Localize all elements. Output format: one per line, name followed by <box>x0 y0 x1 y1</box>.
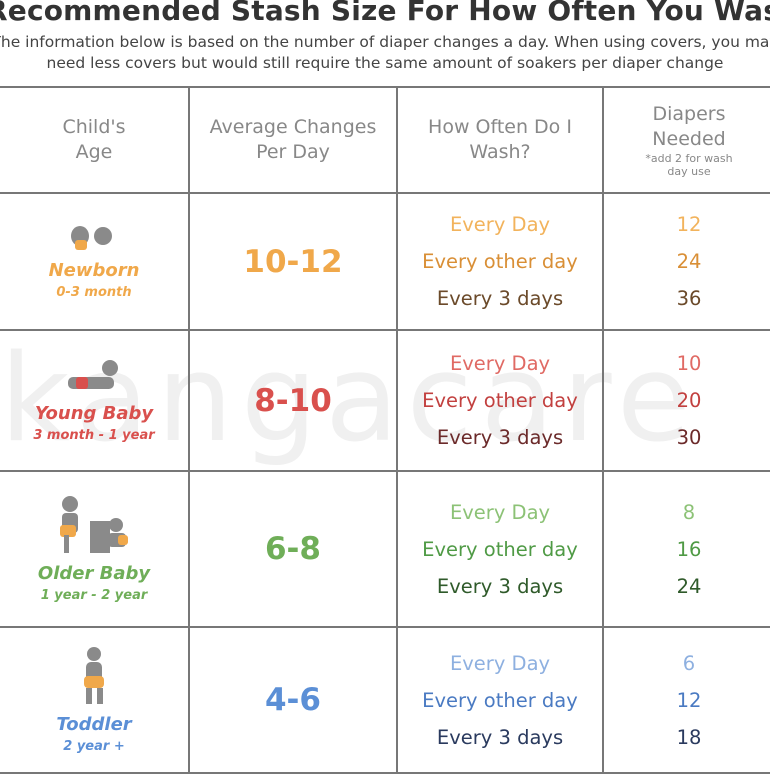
wash-option: Every other day <box>422 537 578 561</box>
changes-cell: 10-12 <box>188 192 398 331</box>
wash-option: Every other day <box>422 688 578 712</box>
needed-cell: 8 16 24 <box>602 470 770 628</box>
header-how-often-wash: How Often Do I Wash? <box>396 86 604 194</box>
header-note: *add 2 for wash day use <box>645 152 733 178</box>
header-diapers-needed: Diapers Needed *add 2 for wash day use <box>602 86 770 194</box>
needed-value: 12 <box>676 688 702 712</box>
subtitle-line-2: need less covers but would still require… <box>46 54 724 72</box>
needed-value: 12 <box>676 213 702 236</box>
subtitle-line-1: The information below is based on the nu… <box>0 33 770 51</box>
needed-value: 10 <box>676 352 702 375</box>
newborn-baby-icon <box>71 225 112 250</box>
changes-cell: 6-8 <box>188 470 398 628</box>
page-title: Recommended Stash Size For How Often You… <box>0 0 770 27</box>
age-cell: Older Baby 1 year - 2 year <box>0 470 190 628</box>
wash-option: Every Day <box>449 651 551 675</box>
needed-value: 24 <box>676 250 702 273</box>
wash-cell: Every Day Every other day Every 3 days <box>396 329 604 472</box>
wash-cell: Every Day Every other day Every 3 days <box>396 470 604 628</box>
wash-cell: Every Day Every other day Every 3 days <box>396 192 604 331</box>
changes-cell: 8-10 <box>188 329 398 472</box>
changes-value: 6-8 <box>264 531 321 567</box>
needed-value: 8 <box>682 500 696 524</box>
age-range: 3 month - 1 year <box>33 427 155 443</box>
wash-option: Every Day <box>449 213 551 236</box>
needed-value: 18 <box>676 725 702 749</box>
needed-value: 16 <box>676 537 702 561</box>
wash-option: Every other day <box>422 250 578 273</box>
table-row: Newborn 0-3 month 10-12 Every Day Every … <box>0 192 770 331</box>
needed-value: 20 <box>676 389 702 412</box>
needed-cell: 10 20 30 <box>602 329 770 472</box>
needed-cell: 6 12 18 <box>602 626 770 774</box>
table-row: Toddler 2 year + 4-6 Every Day Every oth… <box>0 626 770 774</box>
wash-option: Every Day <box>449 500 551 524</box>
changes-value: 4-6 <box>264 682 321 718</box>
baby-with-blocks-icon <box>60 496 128 553</box>
table-header-row: Child's Age Average Changes Per Day How … <box>0 86 770 194</box>
header-childs-age: Child's Age <box>0 86 190 194</box>
stash-size-table: Child's Age Average Changes Per Day How … <box>0 86 770 774</box>
table-row: Young Baby 3 month - 1 year 8-10 Every D… <box>0 329 770 472</box>
table-row: Older Baby 1 year - 2 year 6-8 Every Day… <box>0 470 770 628</box>
changes-cell: 4-6 <box>188 626 398 774</box>
age-name: Older Baby <box>37 563 151 584</box>
needed-cell: 12 24 36 <box>602 192 770 331</box>
age-name: Young Baby <box>34 402 154 424</box>
changes-value: 10-12 <box>243 243 343 280</box>
age-name: Toddler <box>56 714 132 735</box>
age-range: 2 year + <box>63 739 125 754</box>
wash-option: Every 3 days <box>436 426 564 449</box>
age-cell: Toddler 2 year + <box>0 626 190 774</box>
wash-option: Every other day <box>422 389 578 412</box>
wash-cell: Every Day Every other day Every 3 days <box>396 626 604 774</box>
subtitle: The information below is based on the nu… <box>0 32 770 74</box>
wash-option: Every 3 days <box>436 287 564 310</box>
age-range: 0-3 month <box>56 284 132 300</box>
age-range: 1 year - 2 year <box>40 588 148 603</box>
age-name: Newborn <box>48 259 140 281</box>
needed-value: 36 <box>676 287 702 310</box>
needed-value: 6 <box>682 651 696 675</box>
needed-value: 30 <box>676 426 702 449</box>
wash-option: Every 3 days <box>436 725 564 749</box>
walking-toddler-icon <box>84 647 104 704</box>
age-cell: Newborn 0-3 month <box>0 192 190 331</box>
wash-option: Every 3 days <box>436 574 564 598</box>
changes-value: 8-10 <box>254 382 332 419</box>
wash-option: Every Day <box>449 352 551 375</box>
crawling-baby-icon <box>68 359 118 389</box>
header-average-changes: Average Changes Per Day <box>188 86 398 194</box>
age-cell: Young Baby 3 month - 1 year <box>0 329 190 472</box>
needed-value: 24 <box>676 574 702 598</box>
